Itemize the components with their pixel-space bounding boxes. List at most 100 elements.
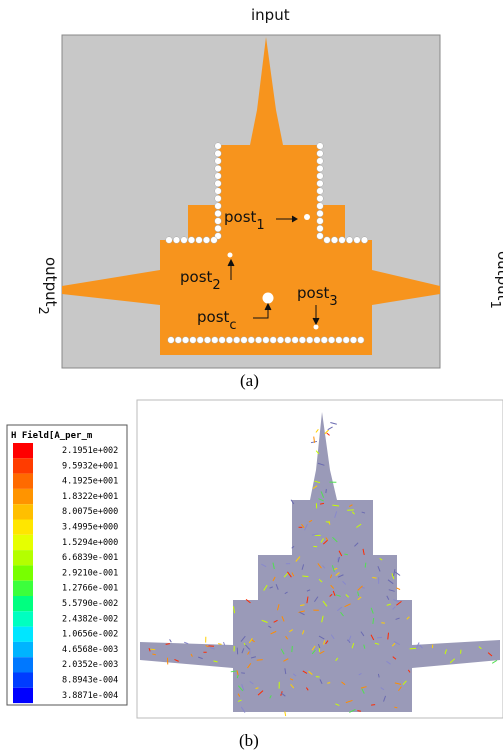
legend-value: 2.1951e+002 (62, 446, 118, 456)
label-subscript: 2 (35, 306, 50, 314)
legend-swatch (13, 565, 33, 580)
via-hole (219, 337, 226, 344)
label-subscript: 1 (487, 300, 502, 308)
via-hole (317, 188, 324, 195)
via-hole (343, 337, 350, 344)
via-hole (215, 143, 222, 150)
via-hole (317, 218, 324, 225)
via-hole (215, 218, 222, 225)
via-hole (339, 237, 346, 244)
via-hole (215, 180, 222, 187)
via-hole (197, 337, 204, 344)
via-hole (358, 337, 365, 344)
legend-value: 1.8322e+001 (62, 492, 118, 502)
via-hole (211, 237, 218, 244)
via-hole (173, 237, 180, 244)
via-hole (196, 237, 203, 244)
via-hole (181, 237, 188, 244)
via-hole (317, 210, 324, 217)
via-hole (188, 237, 195, 244)
via-hole (166, 237, 173, 244)
label-subscript: c (229, 318, 236, 333)
label-text: post (197, 308, 230, 326)
input-label: input (251, 6, 290, 24)
via-hole (321, 337, 328, 344)
via-hole (241, 337, 248, 344)
via-hole (354, 237, 361, 244)
label-text: post (297, 284, 330, 302)
field-arrow (365, 563, 366, 568)
legend-value: 1.0656e-002 (62, 630, 118, 640)
via-hole (233, 337, 240, 344)
legend-swatch (13, 642, 33, 657)
legend-swatch (13, 443, 33, 458)
post-hole (314, 325, 319, 330)
field-arrow (320, 503, 324, 504)
via-hole (306, 337, 313, 344)
via-hole (317, 225, 324, 232)
via-hole (361, 237, 368, 244)
legend-value: 1.5294e+000 (62, 538, 118, 548)
via-hole (255, 337, 262, 344)
via-hole (204, 337, 211, 344)
legend-value: 2.9210e-001 (62, 568, 118, 578)
legend-swatch (13, 535, 33, 550)
legend-value: 9.5932e+001 (62, 461, 118, 471)
via-hole (215, 195, 222, 202)
output-label: output1 (487, 251, 503, 309)
field-arrow (302, 576, 308, 577)
label-text: post (180, 268, 213, 286)
legend-swatch (13, 458, 33, 473)
via-hole (317, 195, 324, 202)
field-arrow (326, 489, 327, 493)
legend-value: 4.6568e-003 (62, 645, 118, 655)
via-hole (336, 337, 343, 344)
via-hole (168, 337, 175, 344)
label-text: post (224, 208, 257, 226)
field-arrow (410, 648, 416, 649)
legend-swatch (13, 611, 33, 626)
via-hole (350, 337, 357, 344)
legend-swatch (13, 688, 33, 703)
post-hole (263, 293, 274, 304)
via-hole (203, 237, 210, 244)
via-hole (248, 337, 255, 344)
via-hole (317, 150, 324, 157)
via-hole (331, 237, 338, 244)
legend-swatch (13, 550, 33, 565)
via-hole (215, 210, 222, 217)
legend-swatch (13, 489, 33, 504)
legend-value: 3.8871e-004 (62, 691, 118, 701)
legend-swatch (13, 504, 33, 519)
legend-swatch (13, 673, 33, 688)
label-subscript: 2 (212, 278, 220, 293)
field-arrow (388, 633, 389, 640)
legend-swatch (13, 657, 33, 672)
via-hole (215, 188, 222, 195)
via-hole (215, 173, 222, 180)
label-subscript: 1 (256, 218, 264, 233)
via-hole (226, 337, 233, 344)
legend-value: 4.1925e+001 (62, 477, 118, 487)
via-hole (299, 337, 306, 344)
legend-value: 3.4995e+000 (62, 523, 118, 533)
legend-value: 1.2766e-001 (62, 584, 118, 594)
legend-swatch (13, 520, 33, 535)
via-hole (215, 158, 222, 165)
via-hole (317, 165, 324, 172)
caption: (a) (240, 371, 259, 390)
label-text: output (494, 251, 503, 301)
via-hole (215, 203, 222, 210)
caption: (b) (239, 731, 259, 750)
via-hole (285, 337, 292, 344)
via-hole (270, 337, 277, 344)
via-hole (215, 165, 222, 172)
via-hole (314, 337, 321, 344)
field-arrow (372, 577, 376, 578)
via-hole (263, 337, 270, 344)
via-hole (317, 173, 324, 180)
legend-value: 2.0352e-003 (62, 660, 118, 670)
legend-value: 5.5790e-002 (62, 599, 118, 609)
via-hole (212, 337, 219, 344)
legend-swatch (13, 596, 33, 611)
